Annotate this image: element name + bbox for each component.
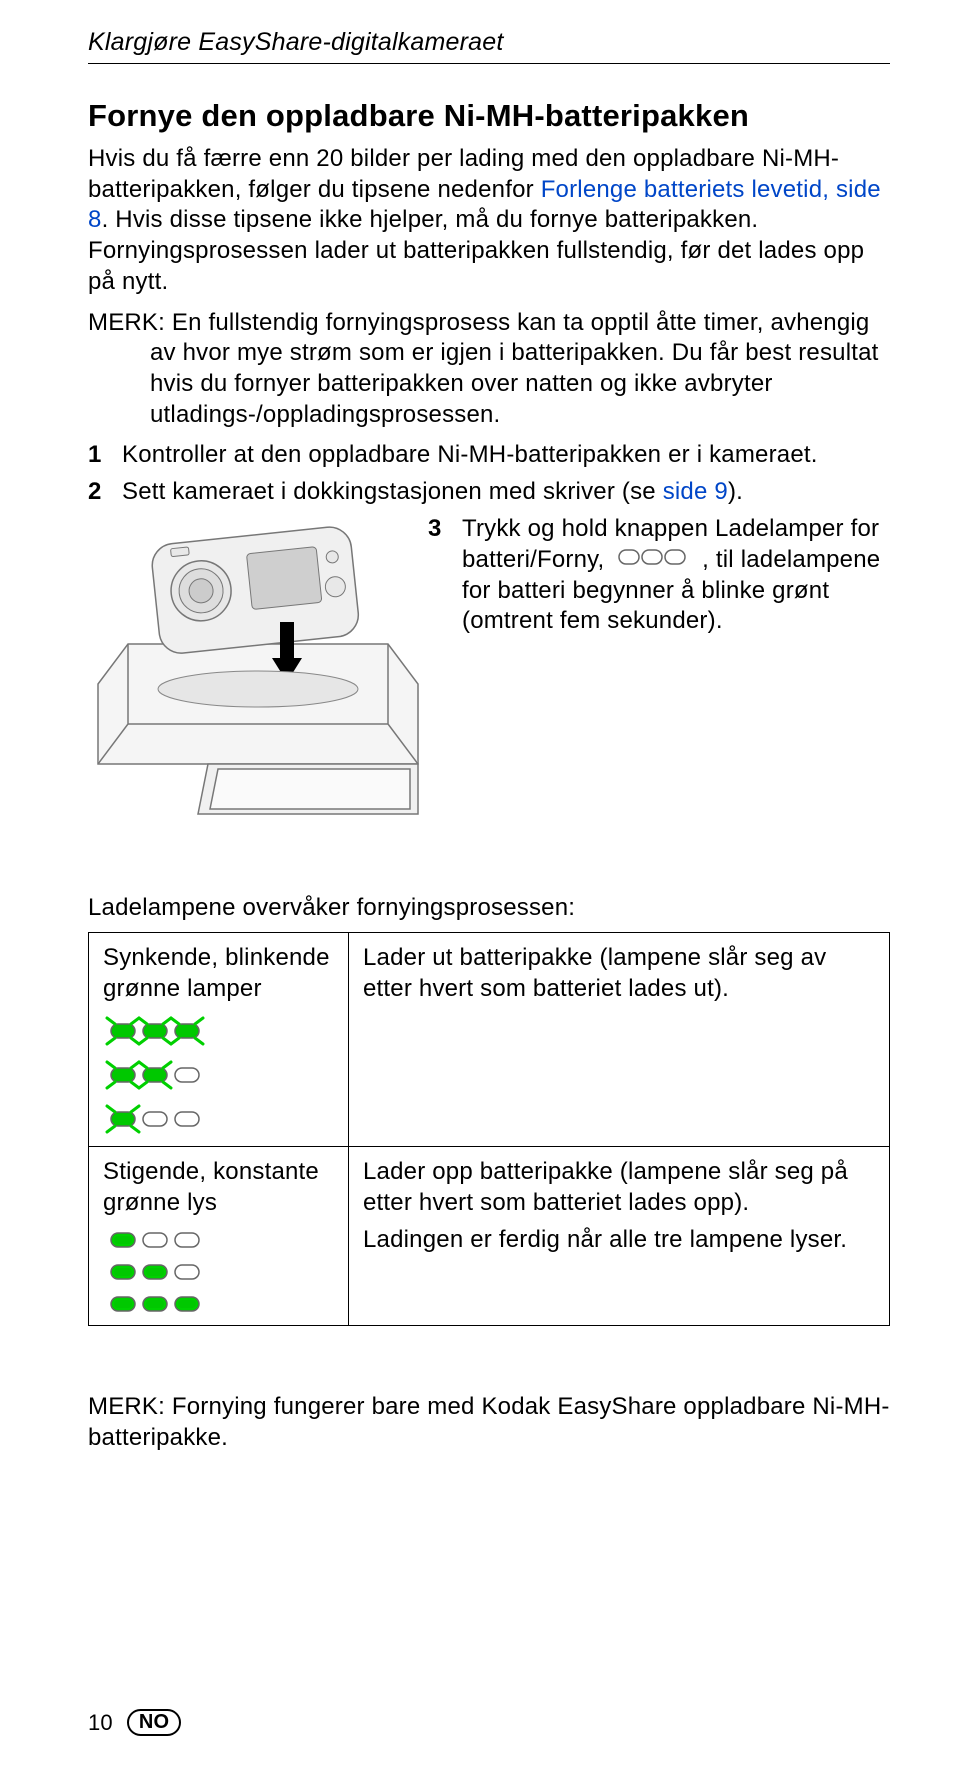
- process-header: Ladelampene overvåker fornyingsprosessen…: [88, 894, 890, 922]
- note-1: MERK: En fullstendig fornyingsprosess ka…: [88, 308, 890, 431]
- page-number: 10: [88, 1710, 113, 1736]
- step2-after: ).: [728, 478, 743, 505]
- step-1-num: 1: [88, 440, 122, 471]
- row2-right-a: Lader opp batteripakke (lampene slår seg…: [363, 1157, 875, 1218]
- row2-left: Stigende, konstante grønne lys: [103, 1157, 334, 1218]
- note1-body: En fullstendig fornyingsprosess kan ta o…: [150, 309, 879, 428]
- blinking-descending-icon: [103, 1014, 334, 1136]
- row1-left: Synkende, blinkende grønne lamper: [103, 943, 334, 1004]
- step-2-num: 2: [88, 477, 122, 508]
- intro-paragraph: Hvis du få færre enn 20 bilder per ladin…: [88, 144, 890, 298]
- table-row: Synkende, blinkende grønne lamper: [89, 932, 890, 1146]
- solid-ascending-icon: [103, 1229, 334, 1315]
- camera-dock-figure: [88, 514, 428, 834]
- led-table: Synkende, blinkende grønne lamper: [88, 932, 890, 1326]
- footer: 10 NO: [88, 1709, 181, 1736]
- chapter-header: Klargjøre EasyShare-digitalkameraet: [88, 28, 890, 64]
- note-2: MERK: Fornying fungerer bare med Kodak E…: [88, 1392, 890, 1453]
- note2-label: MERK:: [88, 1393, 165, 1420]
- step-1: 1 Kontroller at den oppladbare Ni-MH-bat…: [88, 440, 890, 471]
- language-pill: NO: [127, 1709, 181, 1736]
- step-3-num: 3: [428, 514, 462, 637]
- table-row: Stigende, konstante grønne lys: [89, 1147, 890, 1325]
- step-3-text: Trykk og hold knappen Ladelamper for bat…: [462, 514, 890, 637]
- note2-body: Fornying fungerer bare med Kodak EasySha…: [88, 1393, 890, 1451]
- three-led-icon: [617, 545, 689, 576]
- intro-after: . Hvis disse tipsene ikke hjelper, må du…: [88, 206, 864, 294]
- section-title: Fornye den oppladbare Ni-MH-batteripakke…: [88, 98, 890, 134]
- note1-label: MERK:: [88, 309, 165, 336]
- row2-right-b: Ladingen er ferdig når alle tre lampene …: [363, 1225, 875, 1256]
- step-3: 3 Trykk og hold knappen Ladelamper for b…: [428, 514, 890, 637]
- step-1-text: Kontroller at den oppladbare Ni-MH-batte…: [122, 440, 890, 471]
- step2-link[interactable]: side 9: [663, 478, 728, 505]
- step2-before: Sett kameraet i dokkingstasjonen med skr…: [122, 478, 663, 505]
- step-2-text: Sett kameraet i dokkingstasjonen med skr…: [122, 477, 890, 508]
- step-2: 2 Sett kameraet i dokkingstasjonen med s…: [88, 477, 890, 508]
- row1-right: Lader ut batteripakke (lampene slår seg …: [363, 943, 875, 1004]
